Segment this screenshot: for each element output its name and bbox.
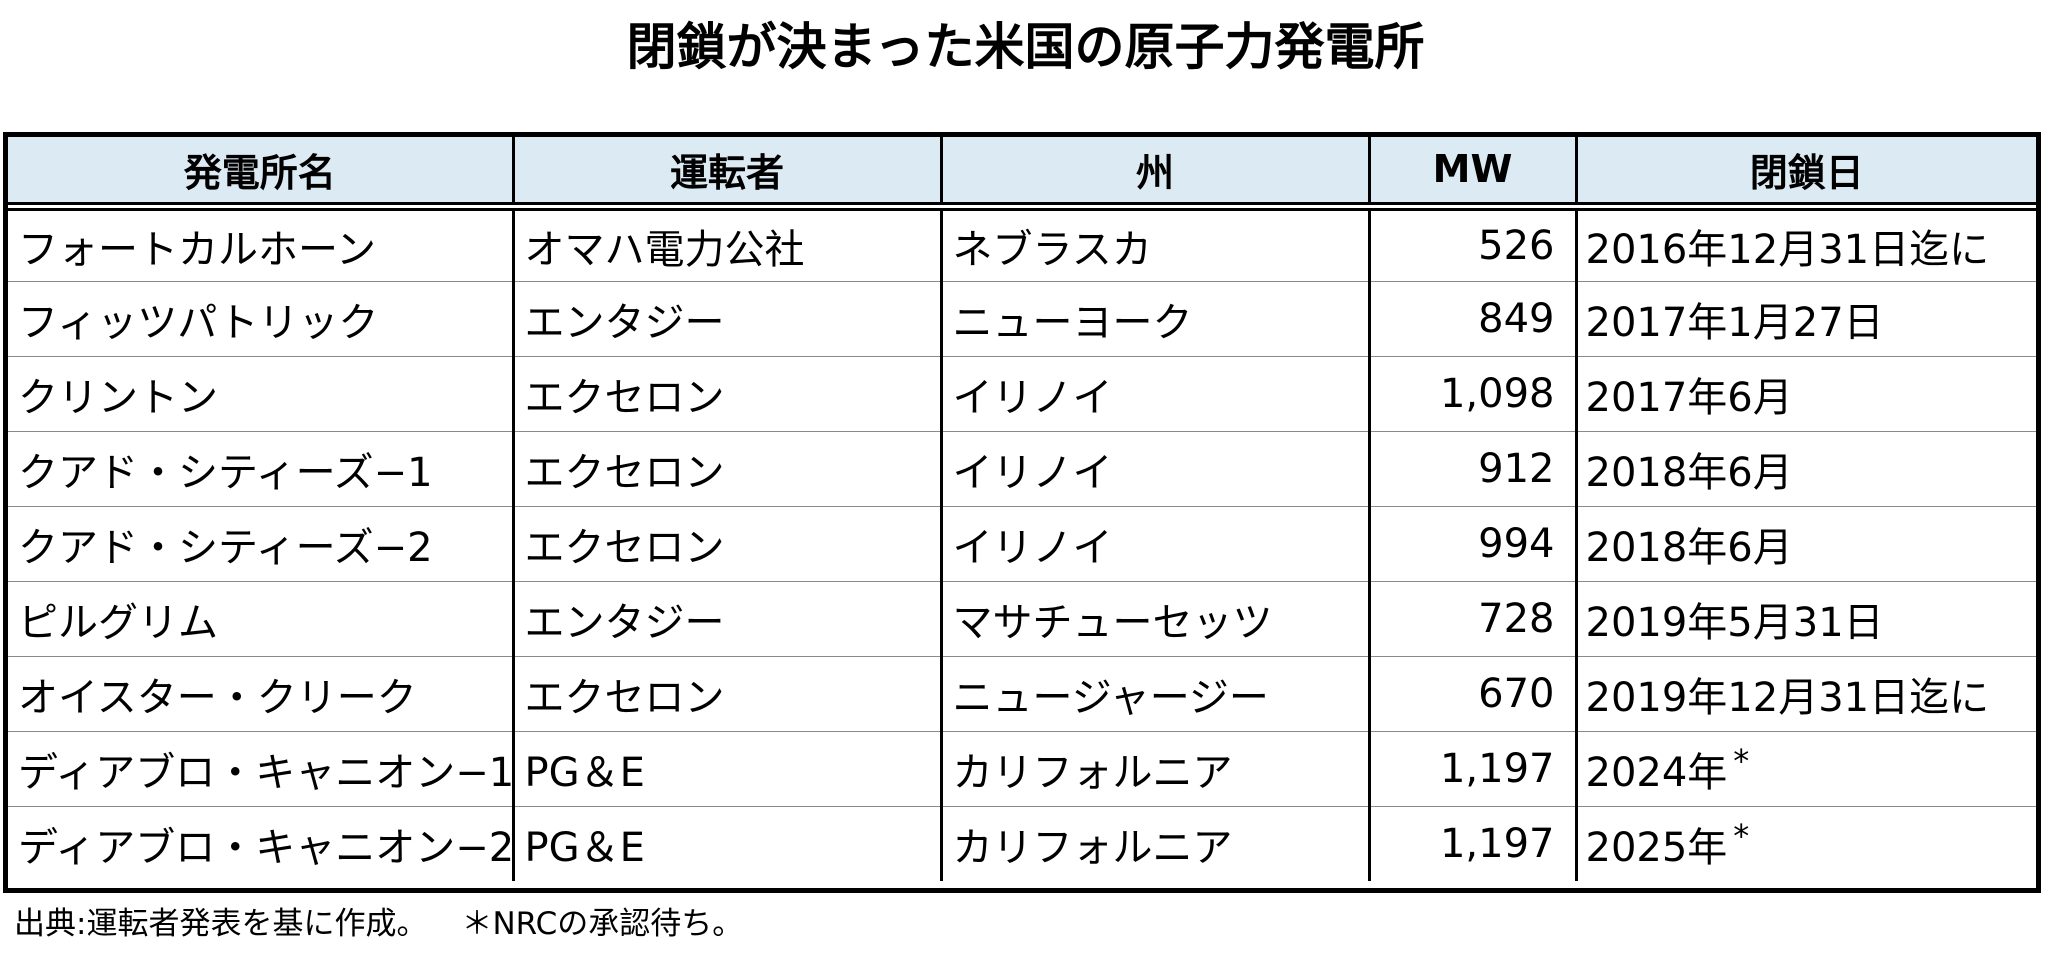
header-mw: MW — [1367, 137, 1576, 211]
cell-mw: 1,098 — [1367, 356, 1576, 432]
closure-date-text: 2018年6月 — [1585, 524, 1793, 571]
cell-mw: 1,197 — [1367, 806, 1576, 881]
page-title: 閉鎖が決まった米国の原子力発電所 — [626, 18, 1425, 76]
cell-state: ニューヨーク — [939, 281, 1369, 357]
cell-state: ネブラスカ — [939, 206, 1369, 282]
cell-mw: 670 — [1367, 656, 1576, 732]
closure-date-text: 2017年1月27日 — [1585, 299, 1884, 346]
cell-closure-date: 2025年 * — [1574, 806, 2036, 881]
cell-closure-date: 2017年6月 — [1574, 356, 2036, 432]
footnote-note: ＊NRCの承認待ち。 — [461, 906, 744, 942]
header-operator: 運転者 — [511, 137, 941, 211]
cell-state: カリフォルニア — [939, 731, 1369, 807]
cell-operator: エンタジー — [511, 281, 941, 357]
footnote-source: 出典:運転者発表を基に作成。 — [14, 906, 428, 942]
cell-mw: 526 — [1367, 206, 1576, 282]
cell-closure-date: 2019年5月31日 — [1574, 581, 2036, 657]
cell-state: ニュージャージー — [939, 656, 1369, 732]
closure-date-text: 2018年6月 — [1585, 449, 1793, 496]
cell-closure-date: 2018年6月 — [1574, 431, 2036, 507]
cell-mw: 728 — [1367, 581, 1576, 657]
cell-operator: エクセロン — [511, 506, 941, 582]
cell-operator: エクセロン — [511, 356, 941, 432]
cell-plant-name: オイスター・クリーク — [8, 656, 513, 732]
cell-state: イリノイ — [939, 356, 1369, 432]
footnote: 出典:運転者発表を基に作成。 ＊NRCの承認待ち。 — [14, 904, 743, 944]
table-row: フィッツパトリック エンタジー ニューヨーク 849 2017年1月27日 — [8, 281, 2036, 357]
cell-operator: オマハ電力公社 — [511, 206, 941, 282]
cell-plant-name: ディアブロ・キャニオン−2 — [18, 824, 513, 871]
table-row: クリントン エクセロン イリノイ 1,098 2017年6月 — [8, 356, 2036, 432]
cell-operator: エクセロン — [511, 656, 941, 732]
table-row: クアド・シティーズ−2 エクセロン イリノイ 994 2018年6月 — [8, 506, 2036, 582]
closure-date-text: 2019年5月31日 — [1585, 599, 1884, 646]
cell-state: イリノイ — [939, 506, 1369, 582]
table-row: オイスター・クリーク エクセロン ニュージャージー 670 2019年12月31… — [8, 656, 2036, 732]
cell-plant-name: クアド・シティーズ−2 — [8, 506, 513, 582]
cell-plant-name: フィッツパトリック — [8, 281, 513, 357]
table-header-row: 発電所名 運転者 州 MW 閉鎖日 — [8, 137, 2036, 211]
plants-table: 発電所名 運転者 州 MW 閉鎖日 フォートカルホーン オマハ電力公社 ネブラス… — [3, 132, 2041, 893]
header-state: 州 — [939, 137, 1369, 211]
cell-closure-date: 2019年12月31日迄に — [1574, 656, 2036, 732]
table-row: ピルグリム エンタジー マサチューセッツ 728 2019年5月31日 — [8, 581, 2036, 657]
cell-state: マサチューセッツ — [939, 581, 1369, 657]
cell-mw: 912 — [1367, 431, 1576, 507]
table-row: フォートカルホーン オマハ電力公社 ネブラスカ 526 2016年12月31日迄… — [8, 206, 2036, 282]
cell-operator: PG＆E — [511, 731, 941, 807]
cell-operator: エクセロン — [511, 431, 941, 507]
cell-closure-date: 2024年 * — [1574, 731, 2036, 807]
cell-plant-name: ピルグリム — [8, 581, 513, 657]
cell-closure-date: 2018年6月 — [1574, 506, 2036, 582]
closure-date-text: 2017年6月 — [1585, 374, 1793, 421]
cell-operator: エンタジー — [511, 581, 941, 657]
cell-mw: 849 — [1367, 281, 1576, 357]
closure-date-text: 2025年 — [1585, 824, 1728, 871]
cell-operator: PG＆E — [511, 806, 941, 881]
closure-date-text: 2016年12月31日迄に — [1585, 226, 1990, 273]
cell-state: イリノイ — [939, 431, 1369, 507]
header-plant-name: 発電所名 — [8, 137, 513, 211]
closure-date-text: 2019年12月31日迄に — [1585, 674, 1990, 721]
closure-date-note: * — [1733, 816, 1750, 855]
closure-date-text: 2024年 — [1585, 749, 1728, 796]
cell-plant-name: クアド・シティーズ−1 — [8, 431, 513, 507]
cell-state: カリフォルニア — [939, 806, 1369, 881]
header-closure-date: 閉鎖日 — [1574, 137, 2036, 211]
cell-mw: 994 — [1367, 506, 1576, 582]
table-row: ディアブロ・キャニオン−2 PG＆E カリフォルニア 1,197 2025年 * — [8, 806, 2036, 881]
cell-closure-date: 2016年12月31日迄に — [1574, 206, 2036, 282]
cell-plant-name: ディアブロ・キャニオン−1 — [8, 731, 513, 807]
cell-plant-name: クリントン — [8, 356, 513, 432]
cell-closure-date: 2017年1月27日 — [1574, 281, 2036, 357]
table-row: ディアブロ・キャニオン−1 PG＆E カリフォルニア 1,197 2024年 * — [8, 731, 2036, 807]
cell-mw: 1,197 — [1367, 731, 1576, 807]
closure-date-note: * — [1733, 741, 1750, 780]
table-row: クアド・シティーズ−1 エクセロン イリノイ 912 2018年6月 — [8, 431, 2036, 507]
cell-plant-name: フォートカルホーン — [8, 206, 513, 282]
